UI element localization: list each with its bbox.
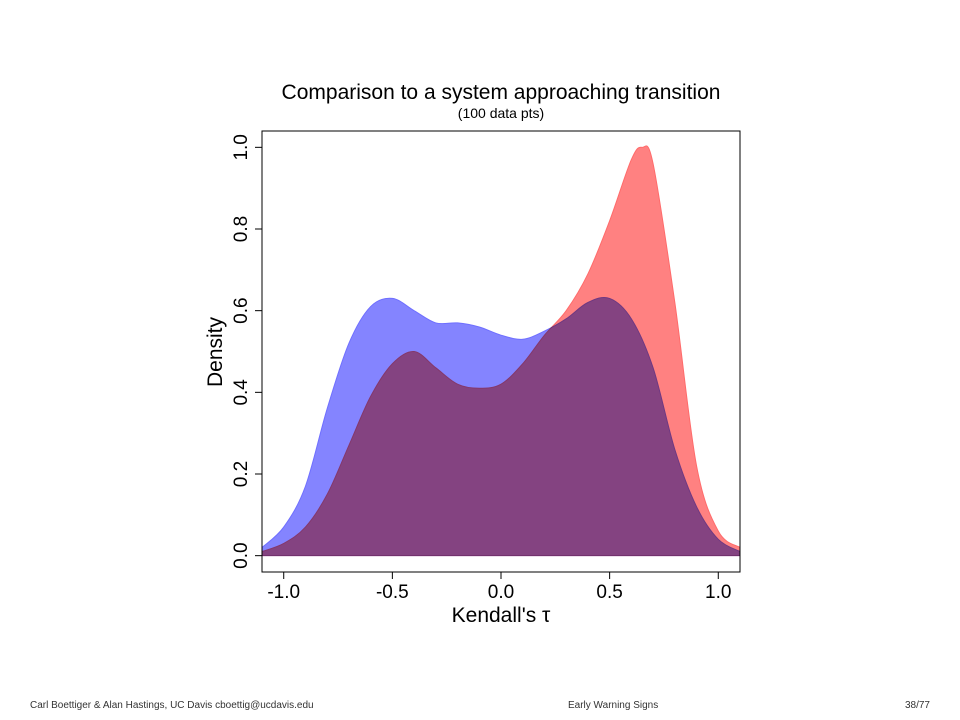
x-tick-label: 1.0 <box>705 582 731 603</box>
y-tick-label: 0.8 <box>231 216 252 242</box>
y-tick-label: 1.0 <box>231 134 252 160</box>
x-tick-label: 0.5 <box>596 582 622 603</box>
chart-title: Comparison to a system approaching trans… <box>282 81 721 104</box>
x-tick-label: -0.5 <box>376 582 409 603</box>
x-axis-label: Kendall's τ <box>452 604 551 627</box>
x-axis: -1.0 -0.5 0.0 0.5 1.0 <box>267 571 731 603</box>
density-area-series-2 <box>261 145 741 557</box>
chart-subtitle: (100 data pts) <box>458 105 544 121</box>
y-tick-label: 0.6 <box>231 297 252 323</box>
footer-slide-number: 38/77 <box>904 700 930 711</box>
series-layer <box>261 145 741 557</box>
footer-presentation-title: Early Warning Signs <box>568 700 659 711</box>
x-tick-label: 0.0 <box>488 582 514 603</box>
y-tick-label: 0.2 <box>231 461 252 487</box>
y-axis-label: Density <box>204 316 227 387</box>
y-tick-label: 0.0 <box>231 542 252 568</box>
x-tick-label: -1.0 <box>267 582 300 603</box>
y-tick-label: 0.4 <box>231 379 252 406</box>
footer-authors: Carl Boettiger & Alan Hastings, UC Davis… <box>30 700 314 711</box>
y-axis: 0.0 0.2 0.4 0.6 0.8 1.0 <box>231 134 263 569</box>
